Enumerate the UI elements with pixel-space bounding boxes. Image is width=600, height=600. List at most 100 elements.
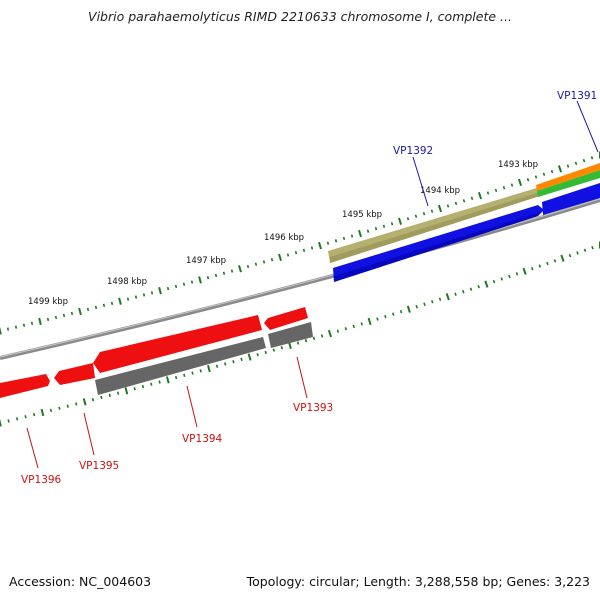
- minor-tick: [206, 275, 210, 280]
- leader-vp1393: [296, 356, 308, 399]
- minor-tick: [312, 336, 316, 341]
- tick-label: 1499 kbp: [28, 297, 68, 307]
- gene-label-vp1394[interactable]: VP1394: [182, 433, 223, 445]
- major-tick: [358, 229, 362, 238]
- minor-tick: [230, 269, 234, 273]
- minor-tick: [326, 241, 330, 245]
- minor-tick: [264, 350, 267, 355]
- minor-tick: [376, 317, 379, 321]
- minor-tick: [510, 183, 514, 187]
- cds-vp1393-bar[interactable]: [264, 307, 308, 330]
- backbone-line: [0, 198, 600, 360]
- minor-tick: [296, 341, 300, 345]
- cds-vp1396-bar[interactable]: [0, 374, 50, 398]
- minor-tick: [374, 226, 378, 231]
- gene-vp1394-bar[interactable]: [95, 337, 266, 395]
- minor-tick: [15, 417, 19, 421]
- gene-labels: VP1391 VP1392 VP1393 VP1394 VP1395 VP139…: [21, 90, 597, 486]
- minor-tick: [110, 301, 114, 306]
- minor-tick: [91, 397, 95, 402]
- minor-tick: [7, 419, 10, 423]
- minor-tick: [366, 229, 370, 233]
- minor-tick: [262, 260, 266, 264]
- tick-label: 1494 kbp: [420, 186, 460, 196]
- minor-tick: [384, 314, 387, 319]
- minor-tick: [492, 279, 496, 284]
- cds-vp1391-bar[interactable]: [542, 183, 600, 215]
- leader-vp1394: [186, 385, 198, 428]
- tick-labels: 1499 kbp 1498 kbp 1497 kbp 1496 kbp 1495…: [28, 160, 538, 307]
- minor-tick: [477, 284, 480, 289]
- minor-tick: [174, 375, 178, 380]
- major-tick: [165, 376, 170, 384]
- gene-label-vp1393[interactable]: VP1393: [293, 402, 333, 414]
- major-tick: [327, 329, 332, 338]
- major-tick: [0, 419, 2, 427]
- minor-tick: [508, 274, 511, 279]
- major-tick: [247, 353, 252, 361]
- minor-tick: [438, 297, 442, 301]
- minor-tick: [446, 204, 450, 208]
- cds-vp1394-bar[interactable]: [93, 315, 262, 373]
- major-tick: [82, 398, 87, 406]
- minor-tick: [126, 297, 130, 301]
- minor-tick: [6, 327, 10, 331]
- minor-tick: [150, 291, 154, 295]
- gene-label-vp1392[interactable]: VP1392: [393, 145, 433, 157]
- minor-tick: [286, 253, 290, 257]
- minor-tick: [232, 360, 235, 364]
- minor-tick: [392, 312, 395, 316]
- major-tick: [398, 217, 402, 225]
- minor-tick: [49, 408, 53, 412]
- major-tick: [38, 317, 42, 326]
- minor-tick: [14, 325, 18, 329]
- minor-tick: [46, 317, 50, 322]
- minor-tick: [22, 323, 26, 327]
- minor-tick: [360, 322, 363, 326]
- minor-tick: [70, 311, 74, 316]
- minor-tick: [174, 284, 178, 289]
- minor-tick: [142, 293, 146, 297]
- minor-tick: [422, 211, 426, 216]
- major-tick: [517, 178, 523, 187]
- major-tick: [318, 241, 322, 250]
- tick-label: 1498 kbp: [107, 277, 147, 287]
- minor-tick: [399, 310, 403, 314]
- minor-tick: [500, 277, 503, 281]
- minor-tick: [336, 329, 340, 333]
- gene-vp1393-bar[interactable]: [268, 322, 313, 348]
- major-tick: [522, 267, 527, 275]
- accession-text: Accession: NC_004603: [9, 574, 152, 589]
- minor-tick: [515, 272, 519, 276]
- gene-label-vp1396[interactable]: VP1396: [21, 474, 62, 486]
- minor-tick: [222, 271, 226, 275]
- cds-vp1395-bar[interactable]: [54, 363, 95, 385]
- minor-tick: [470, 196, 474, 200]
- minor-tick: [86, 307, 90, 312]
- minor-tick: [576, 251, 579, 255]
- gene-vp1391-green-bar[interactable]: [537, 170, 600, 197]
- minor-tick: [550, 169, 554, 174]
- leader-vp1392: [412, 156, 429, 207]
- minor-tick: [546, 261, 549, 266]
- major-tick: [367, 317, 372, 326]
- tick-label: 1495 kbp: [342, 210, 382, 220]
- minor-tick: [406, 217, 410, 221]
- minor-tick: [462, 290, 465, 294]
- major-tick: [0, 327, 2, 335]
- backbone-highlight: [0, 198, 600, 358]
- minor-tick: [58, 406, 61, 410]
- minor-tick: [583, 248, 587, 252]
- major-tick: [288, 341, 292, 350]
- major-tick: [40, 408, 45, 417]
- minor-tick: [183, 373, 186, 378]
- tick-label: 1497 kbp: [186, 256, 226, 266]
- minor-tick: [454, 201, 458, 206]
- minor-tick: [191, 371, 194, 375]
- forward-strand-features: [328, 163, 600, 282]
- gene-label-vp1391[interactable]: VP1391: [557, 90, 597, 102]
- gene-vp1391-orange-bar[interactable]: [536, 163, 600, 191]
- gene-label-vp1395[interactable]: VP1395: [79, 460, 119, 472]
- major-tick: [406, 305, 411, 313]
